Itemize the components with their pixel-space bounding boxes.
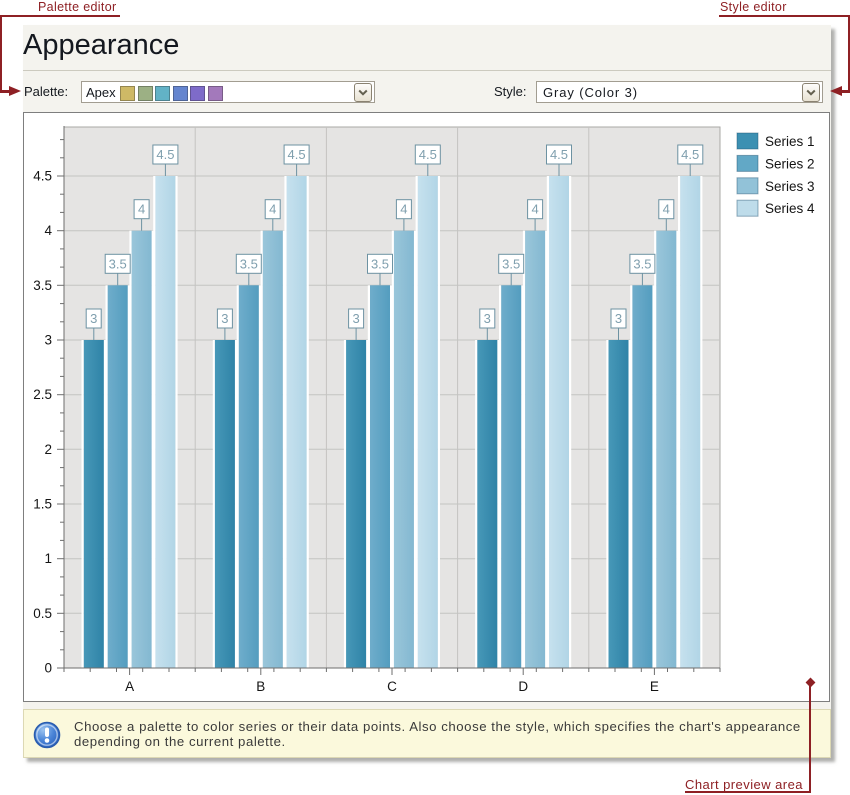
svg-text:3.5: 3.5 xyxy=(109,256,127,271)
svg-text:2.5: 2.5 xyxy=(33,387,52,402)
svg-text:3.5: 3.5 xyxy=(240,256,258,271)
svg-text:0: 0 xyxy=(44,661,52,676)
svg-text:3.5: 3.5 xyxy=(33,278,52,293)
svg-text:4.5: 4.5 xyxy=(419,147,437,162)
svg-text:4.5: 4.5 xyxy=(33,169,52,184)
svg-text:4.5: 4.5 xyxy=(550,147,568,162)
svg-text:E: E xyxy=(650,679,659,694)
svg-text:B: B xyxy=(256,679,265,694)
svg-text:3: 3 xyxy=(484,311,491,326)
svg-text:4: 4 xyxy=(531,202,538,217)
svg-text:A: A xyxy=(125,679,134,694)
svg-text:4.5: 4.5 xyxy=(288,147,306,162)
svg-text:3.5: 3.5 xyxy=(371,256,389,271)
svg-text:3.5: 3.5 xyxy=(502,256,520,271)
svg-text:1.5: 1.5 xyxy=(33,497,52,512)
svg-text:4.5: 4.5 xyxy=(681,147,699,162)
svg-text:2: 2 xyxy=(44,442,52,457)
svg-text:Series 2: Series 2 xyxy=(765,156,815,171)
svg-text:4: 4 xyxy=(269,202,276,217)
svg-text:Series 1: Series 1 xyxy=(765,134,815,149)
svg-text:1: 1 xyxy=(44,551,52,566)
svg-text:4.5: 4.5 xyxy=(156,147,174,162)
svg-text:Series 4: Series 4 xyxy=(765,201,815,216)
svg-text:3: 3 xyxy=(221,311,228,326)
svg-text:3.5: 3.5 xyxy=(633,256,651,271)
svg-text:3: 3 xyxy=(352,311,359,326)
svg-text:3: 3 xyxy=(615,311,622,326)
svg-text:Series 3: Series 3 xyxy=(765,179,815,194)
svg-text:4: 4 xyxy=(44,223,52,238)
svg-text:0.5: 0.5 xyxy=(33,606,52,621)
svg-text:C: C xyxy=(387,679,397,694)
svg-text:4: 4 xyxy=(663,202,670,217)
svg-text:3: 3 xyxy=(44,333,52,348)
svg-text:D: D xyxy=(518,679,528,694)
svg-text:4: 4 xyxy=(400,202,407,217)
svg-text:3: 3 xyxy=(90,311,97,326)
svg-text:4: 4 xyxy=(138,202,145,217)
